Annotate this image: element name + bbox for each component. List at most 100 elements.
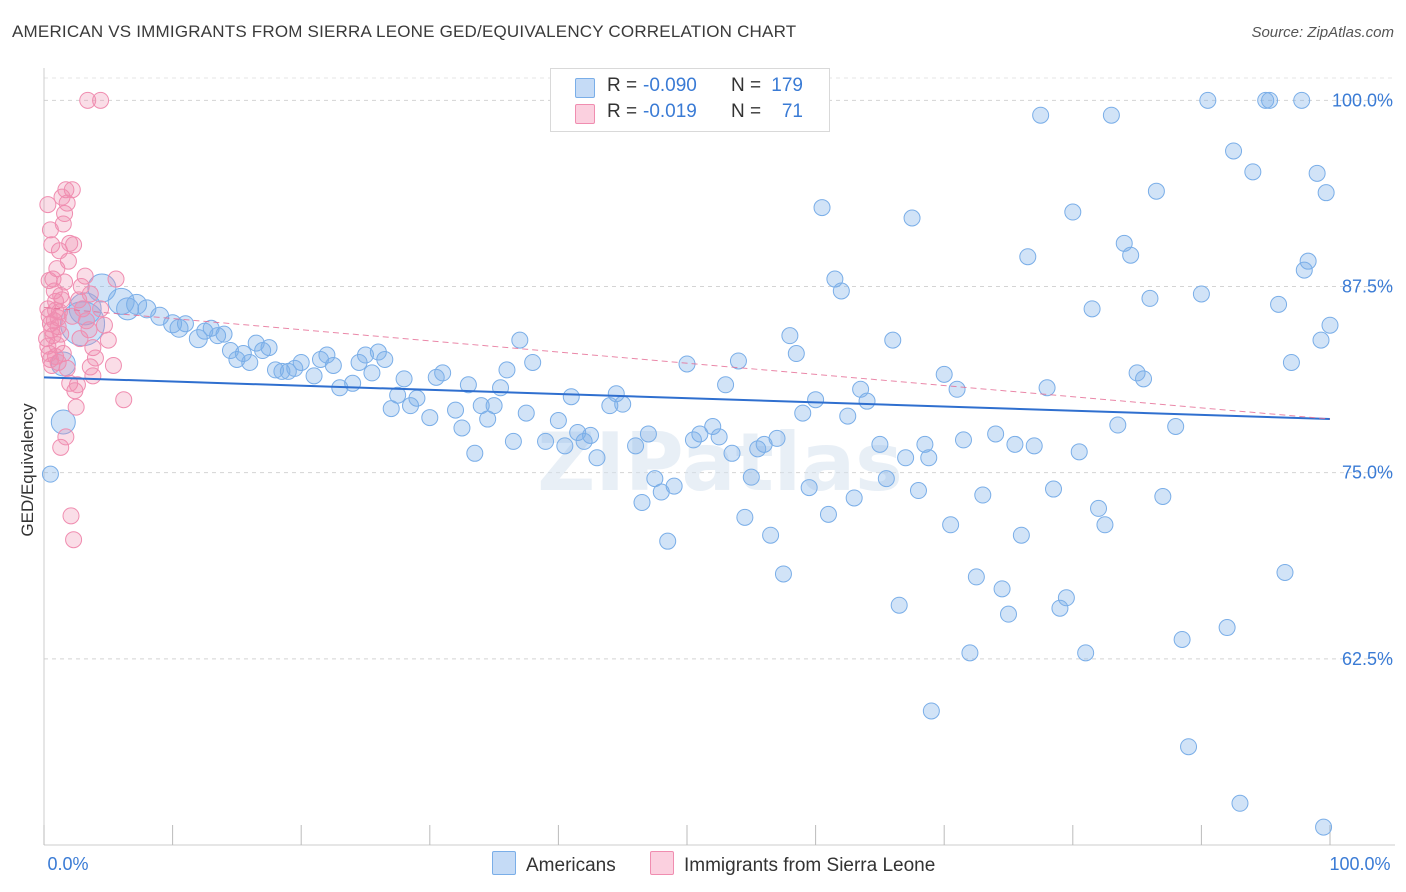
point-americans xyxy=(453,419,471,437)
point-americans xyxy=(627,437,645,455)
point-sierra-leone xyxy=(57,428,75,446)
point-americans xyxy=(562,388,580,406)
point-sierra-leone xyxy=(58,359,76,377)
point-americans xyxy=(1167,418,1185,436)
point-americans xyxy=(459,376,477,394)
point-sierra-leone xyxy=(65,236,83,254)
point-sierra-leone xyxy=(40,272,58,290)
point-sierra-leone xyxy=(68,376,86,394)
point-americans xyxy=(922,702,940,720)
point-americans xyxy=(1045,480,1063,498)
point-sierra-leone xyxy=(84,367,102,385)
n-label: N = xyxy=(731,75,762,96)
point-americans xyxy=(1051,599,1069,617)
point-americans xyxy=(884,331,902,349)
point-americans xyxy=(877,470,895,488)
point-americans xyxy=(736,508,754,526)
point-sierra-leone xyxy=(53,291,71,309)
point-americans xyxy=(659,532,677,550)
legend-swatch-americans xyxy=(492,851,516,875)
point-americans xyxy=(344,374,362,392)
point-americans xyxy=(1006,435,1024,453)
point-americans xyxy=(549,412,567,430)
point-americans xyxy=(1282,353,1300,371)
n-value: 179 xyxy=(771,75,803,96)
point-americans xyxy=(1128,364,1146,382)
point-americans xyxy=(1257,91,1275,109)
point-sierra-leone xyxy=(62,507,80,525)
point-sierra-leone xyxy=(115,391,133,409)
point-americans xyxy=(273,362,291,380)
point-sierra-leone xyxy=(79,91,97,109)
point-sierra-leone xyxy=(63,181,81,199)
stats-swatch-americans xyxy=(575,78,595,98)
point-americans xyxy=(961,644,979,662)
point-sierra-leone xyxy=(71,330,89,348)
point-americans xyxy=(897,449,915,467)
legend-item-sierra-leone[interactable]: Immigrants from Sierra Leone xyxy=(650,851,935,877)
x-tick-label: 100.0% xyxy=(1329,854,1390,874)
point-americans xyxy=(447,401,465,419)
point-americans xyxy=(389,386,407,404)
point-americans xyxy=(691,425,709,443)
point-americans xyxy=(787,345,805,363)
point-sierra-leone xyxy=(84,339,102,357)
point-americans xyxy=(1321,316,1339,334)
point-sierra-leone xyxy=(63,307,81,325)
point-americans xyxy=(1109,416,1127,434)
point-sierra-leone xyxy=(56,273,74,291)
point-americans xyxy=(1096,516,1114,534)
point-sierra-leone xyxy=(57,181,75,199)
point-americans xyxy=(1225,142,1243,160)
point-americans xyxy=(485,397,503,415)
point-americans xyxy=(1025,437,1043,455)
r-label: R = xyxy=(607,75,638,96)
point-americans xyxy=(588,449,606,467)
y-axis-label: GED/Equivalency xyxy=(18,403,37,537)
point-americans xyxy=(845,489,863,507)
r-value: -0.019 xyxy=(643,101,697,122)
point-sierra-leone xyxy=(39,196,57,214)
point-americans xyxy=(1102,106,1120,124)
r-value: -0.090 xyxy=(643,75,697,96)
point-americans xyxy=(511,331,529,349)
point-americans xyxy=(1312,331,1330,349)
point-sierra-leone xyxy=(52,438,70,456)
point-americans xyxy=(126,293,148,315)
point-americans xyxy=(363,364,381,382)
point-sierra-leone xyxy=(47,301,65,319)
point-americans xyxy=(266,361,284,379)
point-sierra-leone xyxy=(92,91,110,109)
point-americans xyxy=(781,327,799,345)
point-americans xyxy=(1090,499,1108,517)
point-americans xyxy=(318,346,336,364)
point-americans xyxy=(215,325,233,343)
point-americans xyxy=(1231,794,1249,812)
point-americans xyxy=(633,493,651,511)
point-americans xyxy=(871,435,889,453)
y-tick-labels: 62.5% 75.0% 87.5% 100.0% xyxy=(1332,90,1393,668)
point-americans xyxy=(954,431,972,449)
point-sierra-leone xyxy=(107,270,125,288)
point-americans xyxy=(1032,106,1050,124)
point-americans xyxy=(504,432,522,450)
n-label: N = xyxy=(731,101,762,122)
legend-item-americans[interactable]: Americans xyxy=(492,851,616,877)
point-americans xyxy=(639,425,657,443)
point-americans xyxy=(819,505,837,523)
point-americans xyxy=(967,568,985,586)
point-americans xyxy=(1070,443,1088,461)
point-americans xyxy=(228,350,246,368)
point-americans xyxy=(607,385,625,403)
point-americans xyxy=(434,364,452,382)
point-americans xyxy=(710,428,728,446)
point-americans xyxy=(1147,182,1165,200)
point-americans xyxy=(1083,300,1101,318)
point-sierra-leone xyxy=(72,278,90,296)
point-americans xyxy=(537,432,555,450)
point-americans xyxy=(1299,252,1317,270)
point-americans xyxy=(1276,563,1294,581)
point-americans xyxy=(234,345,252,363)
point-americans xyxy=(948,380,966,398)
point-sierra-leone xyxy=(52,325,70,343)
